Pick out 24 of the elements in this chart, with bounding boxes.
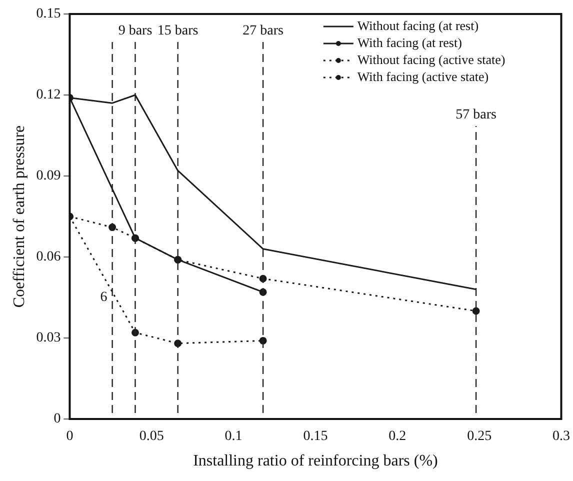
y-tick-label: 0.06: [36, 250, 61, 265]
legend-label: With facing (at rest): [357, 34, 462, 50]
annotation: 6: [100, 290, 108, 306]
ref-line-label: 27 bars: [242, 24, 284, 39]
legend-label: With facing (active state): [357, 68, 489, 84]
legend-label: Without facing (at rest): [357, 18, 479, 33]
y-tick-label: 0.09: [36, 168, 61, 184]
x-tick-label: 0.05: [139, 429, 164, 444]
y-axis-title: Coefficient of earth pressure: [10, 125, 28, 308]
y-tick-label: 0.12: [36, 88, 61, 103]
x-axis-title: Installing ratio of reinforcing bars (%): [193, 452, 438, 470]
ref-line-label: 9 bars: [118, 24, 152, 39]
x-tick-label: 0.15: [303, 429, 328, 444]
y-tick-label: 0.15: [36, 6, 61, 22]
x-tick-label: 0.3: [552, 429, 570, 444]
legend-label: Without facing (active state): [357, 52, 506, 67]
x-tick-label: 0: [66, 429, 74, 444]
x-tick-label: 0.2: [388, 429, 406, 444]
x-tick-label: 0.25: [467, 429, 492, 444]
y-tick-label: 0.03: [36, 330, 61, 346]
x-tick-label: 0.1: [224, 429, 242, 444]
y-tick-label: 0: [54, 412, 61, 427]
ref-line-label: 15 bars: [157, 24, 198, 39]
ref-line-label: 57 bars: [456, 108, 496, 123]
